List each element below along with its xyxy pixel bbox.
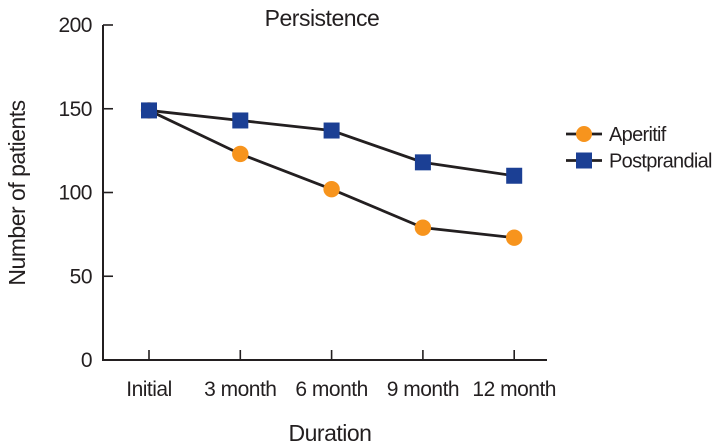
data-point-aperitif	[506, 229, 523, 246]
data-point-aperitif	[414, 219, 432, 236]
y-tick-label: 200	[58, 14, 92, 37]
x-tick-label: 6 month	[295, 378, 367, 401]
x-tick-label: 9 month	[387, 378, 459, 401]
legend-label-aperitif: Aperitif	[609, 124, 667, 146]
x-axis-label: Duration	[289, 420, 372, 446]
x-tick-label: 12 month	[472, 378, 556, 401]
axes: 0 50 100 150 200 Initial 3 month 6 month 9 month…	[58, 14, 556, 401]
data-point-postprandial	[414, 154, 431, 171]
chart-title: Persistence	[265, 5, 380, 31]
y-tick-label: 0	[81, 349, 92, 372]
y-tick-label: 100	[58, 182, 92, 205]
legend-marker-postprandial	[576, 152, 592, 169]
series-line-postprandial	[148, 109, 515, 178]
data-point-aperitif	[232, 145, 249, 163]
y-axis-label: Number of patients	[4, 100, 30, 285]
x-tick-label: Initial	[126, 378, 172, 401]
data-point-postprandial	[506, 167, 523, 184]
data-point-postprandial	[141, 102, 157, 119]
x-tick-label: 3 month	[204, 378, 276, 401]
data-point-postprandial	[323, 122, 340, 139]
data-point-aperitif	[323, 180, 340, 198]
y-tick-label: 50	[70, 265, 92, 288]
y-tick-label: 150	[58, 98, 92, 121]
series-lines	[140, 102, 523, 246]
data-point-postprandial	[232, 112, 249, 129]
legend-label-postprandial: Postprandial	[609, 151, 712, 173]
legend: Aperitif Postprandial	[566, 124, 713, 173]
legend-marker-aperitif	[576, 126, 592, 142]
